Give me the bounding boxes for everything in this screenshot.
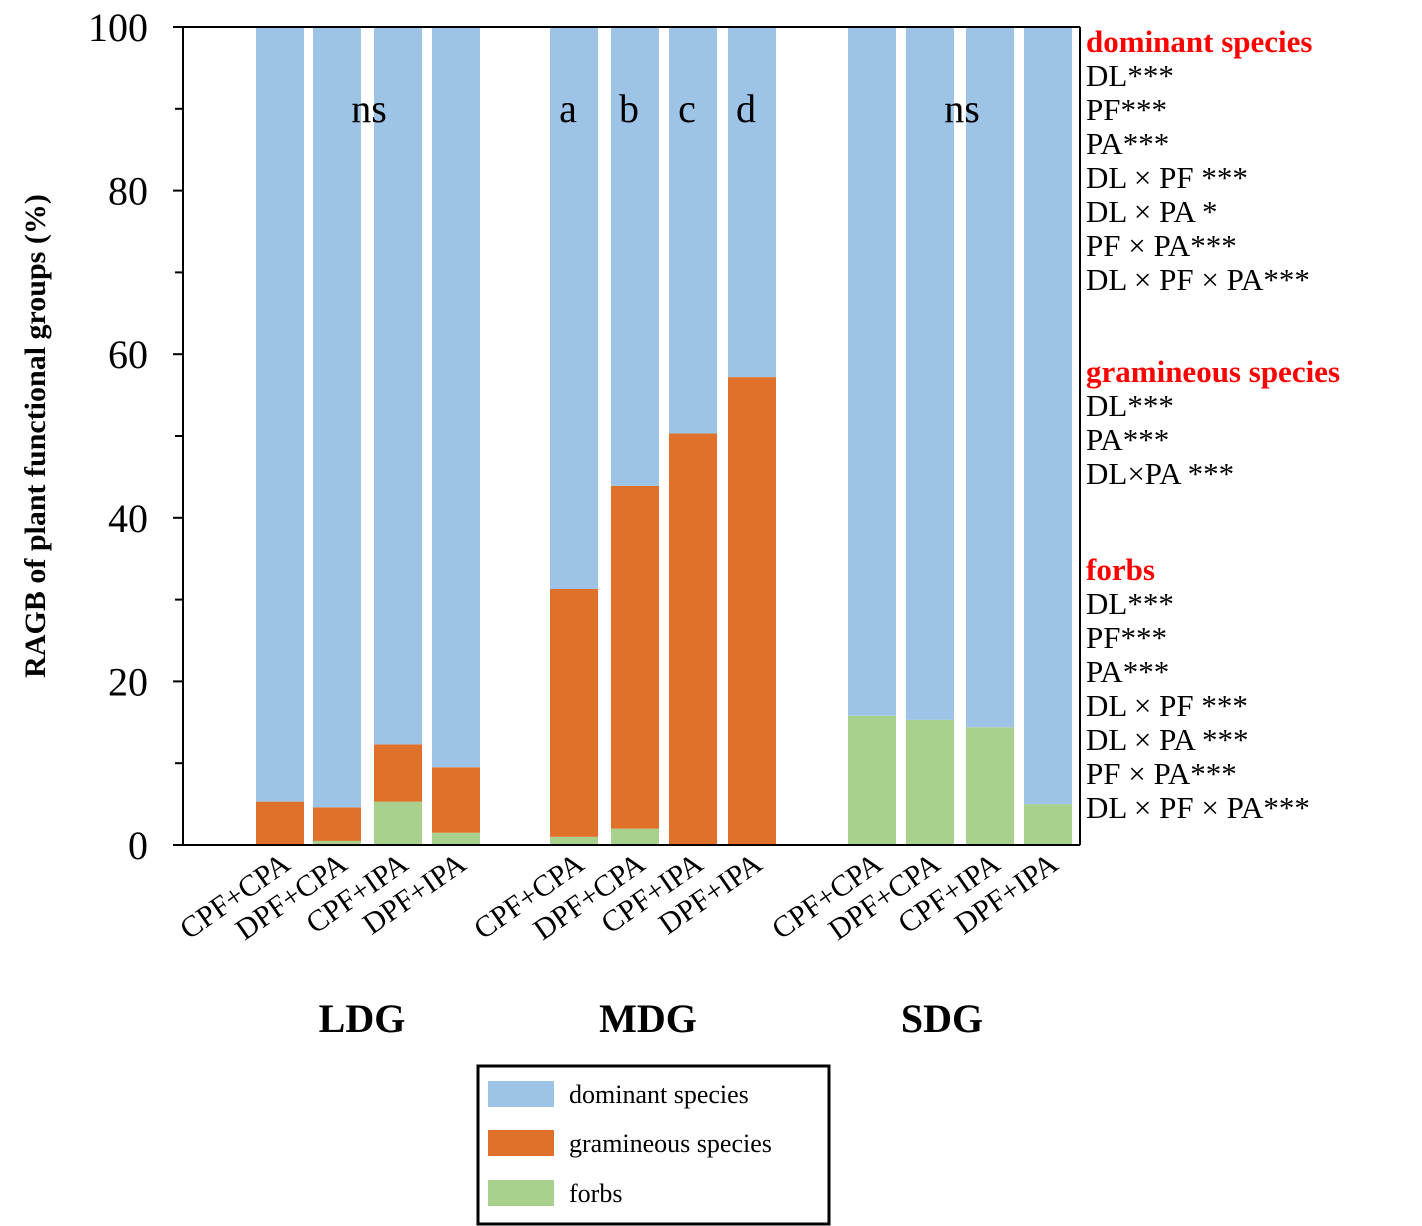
bar-gramineous-species-7	[728, 377, 776, 845]
bar-dominant-species-11	[1024, 27, 1072, 805]
bar-gramineous-species-1	[313, 807, 361, 841]
significance-label: a	[559, 86, 577, 131]
y-tick-label: 100	[88, 5, 148, 50]
group-label-MDG: MDG	[599, 996, 697, 1041]
stats-line: PF***	[1086, 92, 1167, 127]
legend-swatch-gramineous-species	[488, 1130, 554, 1156]
stats-line: DL × PF ***	[1086, 688, 1248, 723]
stats-heading: gramineous species	[1086, 354, 1340, 389]
group-label-LDG: LDG	[319, 996, 406, 1041]
legend-swatch-dominant-species	[488, 1081, 554, 1107]
bar-dominant-species-9	[906, 27, 954, 720]
legend-label: forbs	[569, 1179, 622, 1208]
stats-line: PA***	[1086, 654, 1169, 689]
bar-dominant-species-1	[313, 27, 361, 808]
stats-heading: forbs	[1086, 552, 1155, 587]
stats-line: PA***	[1086, 126, 1169, 161]
bar-gramineous-species-6	[669, 433, 717, 845]
bar-forbs-1	[313, 840, 361, 845]
stats-line: PF × PA***	[1086, 228, 1237, 263]
stats-line: DL × PF ***	[1086, 160, 1248, 195]
bar-dominant-species-8	[848, 27, 896, 716]
stats-line: PA***	[1086, 422, 1169, 457]
legend-label: gramineous species	[569, 1129, 772, 1158]
stats-line: DL***	[1086, 58, 1174, 93]
bar-dominant-species-4	[550, 27, 598, 589]
stats-line: DL × PF × PA***	[1086, 262, 1310, 297]
stats-line: DL × PF × PA***	[1086, 790, 1310, 825]
stats-line: DL × PA *	[1086, 194, 1217, 229]
y-tick-label: 40	[108, 496, 148, 541]
bar-forbs-5	[611, 828, 659, 845]
y-tick-label: 20	[108, 659, 148, 704]
group-label-SDG: SDG	[901, 996, 983, 1041]
bar-forbs-3	[432, 832, 480, 845]
axes-layer: 0 20 40 60 80 100	[88, 5, 1081, 868]
significance-label: ns	[351, 86, 387, 131]
stats-line: DL×PA ***	[1086, 456, 1234, 491]
significance-label: c	[678, 86, 696, 131]
y-tick-label: 60	[108, 332, 148, 377]
bar-dominant-species-0	[256, 27, 304, 802]
bar-forbs-8	[848, 715, 896, 845]
bar-gramineous-species-2	[374, 744, 422, 802]
bar-dominant-species-6	[669, 27, 717, 434]
bar-forbs-2	[374, 801, 422, 845]
stats-heading: dominant species	[1086, 24, 1313, 59]
significance-label: d	[736, 86, 756, 131]
bar-gramineous-species-3	[432, 767, 480, 833]
bar-dominant-species-2	[374, 27, 422, 745]
bar-forbs-10	[966, 727, 1014, 845]
bar-forbs-4	[550, 836, 598, 845]
significance-label: ns	[944, 86, 980, 131]
stats-line: PF × PA***	[1086, 756, 1237, 791]
bar-forbs-11	[1024, 804, 1072, 845]
bar-gramineous-species-0	[256, 801, 304, 845]
bar-gramineous-species-4	[550, 588, 598, 837]
stats-line: PF***	[1086, 620, 1167, 655]
significance-label: b	[619, 86, 639, 131]
legend: dominant species gramineous species forbs	[476, 1064, 831, 1226]
bar-forbs-9	[906, 719, 954, 845]
bars-layer	[256, 27, 1072, 845]
stats-line: DL***	[1086, 586, 1174, 621]
bar-dominant-species-3	[432, 27, 480, 768]
y-tick-label: 0	[128, 823, 148, 868]
bar-gramineous-species-5	[611, 485, 659, 829]
stats-line: DL***	[1086, 388, 1174, 423]
y-tick-label: 80	[108, 169, 148, 214]
legend-swatch-forbs	[488, 1180, 554, 1206]
y-axis-title: RAGB of plant functional groups (%)	[19, 194, 52, 678]
legend-label: dominant species	[569, 1080, 749, 1109]
bar-dominant-species-7	[728, 27, 776, 378]
stats-line: DL × PA ***	[1086, 722, 1248, 757]
bar-dominant-species-10	[966, 27, 1014, 728]
bar-dominant-species-5	[611, 27, 659, 486]
